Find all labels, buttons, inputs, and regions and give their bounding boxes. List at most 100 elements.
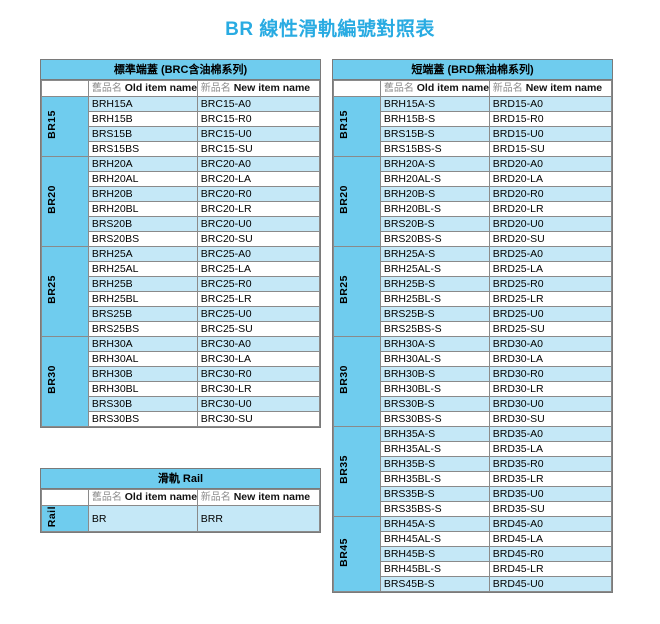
cell-old-item-name: BRS30B <box>87 396 198 412</box>
group-label-text: BR15 <box>338 110 350 139</box>
table-row: BRS25B BRC25-U0 <box>42 306 321 322</box>
cell-old-item-name: BRH25BL <box>87 291 198 307</box>
column-header-new-item-name: 新品名 New item name <box>196 489 321 506</box>
cell-new-item-name: BRD25-R0 <box>488 276 613 292</box>
cell-new-item-name: BRC25-SU <box>196 321 321 337</box>
cell-new-item-name: BRC25-LA <box>196 261 321 277</box>
cell-old-item-name: BRH15A <box>87 96 198 112</box>
table-row: BRS45B-S BRD45-U0 <box>334 576 613 592</box>
column-header-new-en: New item name <box>233 82 311 94</box>
table-row: BR25 BRH25A BRC25-A0 <box>41 246 321 337</box>
column-header-old-item-name: 舊品名 Old item name <box>379 80 490 97</box>
table-row: BRH35BL-S BRD35-LR <box>334 471 613 487</box>
table-row: BR20 BRH20A BRC20-A0 <box>41 156 321 247</box>
group-label-br15: BR15 <box>41 96 89 157</box>
cell-old-item-name: BRS20B <box>87 216 198 232</box>
cell-old-item-name: BRH35BL-S <box>379 471 490 487</box>
cell-new-item-name: BRD45-LA <box>488 531 613 547</box>
cell-new-item-name: BRD20-U0 <box>488 216 613 232</box>
cell-new-item-name: BRD45-A0 <box>488 516 613 532</box>
group-label-text: BR30 <box>46 365 58 394</box>
cell-new-item-name: BRC15-R0 <box>196 111 321 127</box>
group-label-text: BR30 <box>338 365 350 394</box>
cell-new-item-name: BRD25-U0 <box>488 306 613 322</box>
group-label-text: BR25 <box>46 275 58 304</box>
cell-new-item-name: BRD20-LA <box>488 171 613 187</box>
table-row: BRH30B BRC30-R0 <box>42 366 321 382</box>
group-label-br15: BR15 <box>333 96 381 157</box>
cell-new-item-name: BRD30-A0 <box>488 336 613 352</box>
column-header-new-en: New item name <box>233 491 311 503</box>
cell-new-item-name: BRD25-LA <box>488 261 613 277</box>
group-label-text: BR20 <box>46 185 58 214</box>
cell-new-item-name: BRC30-SU <box>196 411 321 427</box>
cell-old-item-name: BRS25B-S <box>379 306 490 322</box>
group-label-br35: BR35 <box>333 426 381 517</box>
cell-old-item-name: BRS35B-S <box>379 486 490 502</box>
cell-old-item-name: BRH25BL-S <box>379 291 490 307</box>
group-label-br45: BR45 <box>333 516 381 592</box>
cell-new-item-name: BRD20-R0 <box>488 186 613 202</box>
table-row: BRS20B-S BRD20-U0 <box>334 216 613 232</box>
group-label-rail: Rail <box>41 504 89 533</box>
table-row: BRS25B-S BRD25-U0 <box>334 306 613 322</box>
cell-old-item-name: BRH45BL-S <box>379 561 490 577</box>
table-standard-title: 標準端蓋 (BRC含油棉系列) <box>41 60 320 80</box>
cell-new-item-name: BRD35-U0 <box>488 486 613 502</box>
cell-old-item-name: BRH20A-S <box>379 156 490 172</box>
table-row: BRS25BS-S BRD25-SU <box>334 321 613 337</box>
group-label-text: BR25 <box>338 275 350 304</box>
cell-old-item-name: BRH15B <box>87 111 198 127</box>
cell-new-item-name: BRD15-R0 <box>488 111 613 127</box>
cell-new-item-name: BRC30-LA <box>196 351 321 367</box>
column-header-new-en: New item name <box>525 82 603 94</box>
cell-new-item-name: BRC20-U0 <box>196 216 321 232</box>
group-label-text: BR35 <box>338 455 350 484</box>
cell-new-item-name: BRC30-R0 <box>196 366 321 382</box>
column-header-old-cn: 舊品名 <box>383 83 414 94</box>
cell-new-item-name: BRC25-A0 <box>196 246 321 262</box>
table-row: BRH30BL-S BRD30-LR <box>334 381 613 397</box>
bottom-edge-artifact <box>8 612 128 624</box>
table-row: BRH25B BRC25-R0 <box>42 276 321 292</box>
group-label-br30: BR30 <box>333 336 381 427</box>
table-row: BR15 BRH15A-S BRD15-A0 <box>333 96 613 157</box>
table-row: BRS25BS BRC25-SU <box>42 321 321 337</box>
cell-new-item-name: BRD35-SU <box>488 501 613 517</box>
cell-new-item-name: BRC15-SU <box>196 141 321 157</box>
cell-old-item-name: BRS45B-S <box>379 576 490 592</box>
cell-old-item-name: BRH25A-S <box>379 246 490 262</box>
cell-old-item-name: BRS20B-S <box>379 216 490 232</box>
cell-old-item-name: BRH45AL-S <box>379 531 490 547</box>
table-short-title: 短端蓋 (BRD無油棉系列) <box>333 60 612 80</box>
cell-new-item-name: BRD35-LA <box>488 441 613 457</box>
cell-new-item-name: BRD15-U0 <box>488 126 613 142</box>
cell-new-item-name: BRD30-LA <box>488 351 613 367</box>
cell-old-item-name: BRH30A <box>87 336 198 352</box>
cell-old-item-name: BRS30BS <box>87 411 198 427</box>
table-row: Rail BR BRR <box>41 504 321 533</box>
cell-old-item-name: BRH20B <box>87 186 198 202</box>
cell-old-item-name: BRH35A-S <box>379 426 490 442</box>
table-standard-endcap: 標準端蓋 (BRC含油棉系列) 舊品名 Old item name 新品名 New … <box>40 59 321 428</box>
table-row: BRH25AL BRC25-LA <box>42 261 321 277</box>
cell-old-item-name: BRH30A-S <box>379 336 490 352</box>
column-header-new-cn: 新品名 <box>492 83 523 94</box>
table-row: BRH20BL-S BRD20-LR <box>334 201 613 217</box>
group-label-text: BR20 <box>338 185 350 214</box>
table-row: BRH30BL BRC30-LR <box>42 381 321 397</box>
cell-old-item-name: BRH20BL <box>87 201 198 217</box>
group-column-header <box>41 80 89 97</box>
table-short-endcap: 短端蓋 (BRD無油棉系列) 舊品名 Old item name 新品名 New i… <box>332 59 613 593</box>
cell-old-item-name: BR <box>87 504 198 533</box>
group-label-text: BR15 <box>46 110 58 139</box>
table-row: BR20 BRH20A-S BRD20-A0 <box>333 156 613 247</box>
table-row: BRS20BS BRC20-SU <box>42 231 321 247</box>
table-row: BR15 BRH15A BRC15-A0 <box>41 96 321 157</box>
cell-old-item-name: BRH25B <box>87 276 198 292</box>
cell-old-item-name: BRH30B <box>87 366 198 382</box>
cell-new-item-name: BRD30-LR <box>488 381 613 397</box>
cell-old-item-name: BRS30BS-S <box>379 411 490 427</box>
cell-old-item-name: BRH15B-S <box>379 111 490 127</box>
column-header-old-en: Old item name <box>124 82 198 94</box>
